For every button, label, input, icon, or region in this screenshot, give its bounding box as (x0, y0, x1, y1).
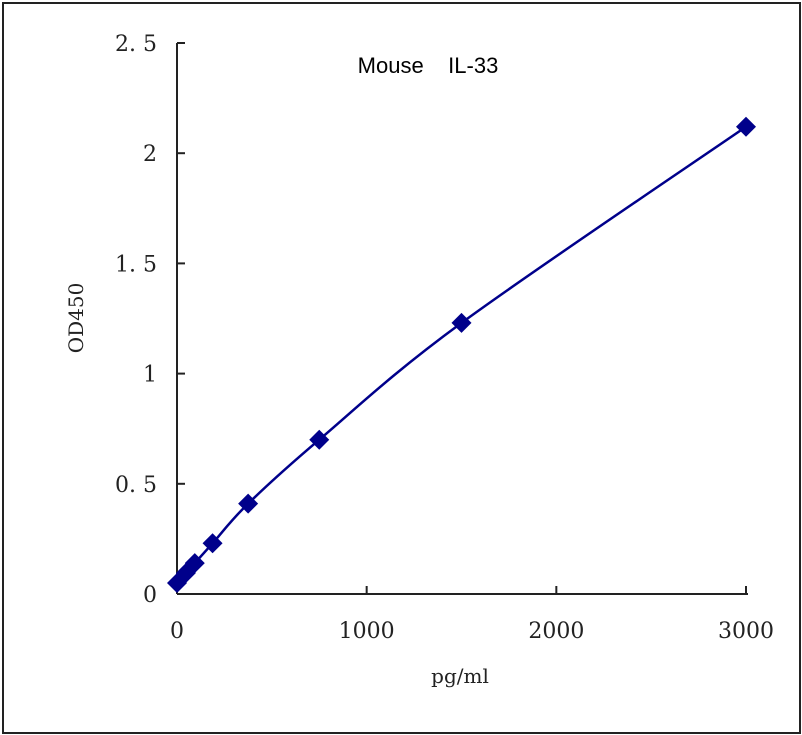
x-tick-label: 1000 (339, 619, 395, 644)
y-tick-label: 2 (143, 142, 157, 167)
y-tick-label: 0 (143, 583, 157, 608)
x-tick-label: 0 (170, 619, 184, 644)
data-point (184, 553, 205, 574)
data-point (309, 429, 330, 450)
x-tick-label: 3000 (718, 619, 774, 644)
y-tick-label: 1 (143, 363, 157, 388)
series-line (176, 125, 747, 584)
data-point (238, 493, 259, 514)
x-axis-label: pg/ml (431, 664, 489, 688)
x-tick-label: 2000 (528, 619, 584, 644)
data-point (451, 312, 472, 333)
y-tick-label: 0. 5 (115, 473, 157, 498)
y-tick-label: 1. 5 (115, 252, 157, 277)
chart-title: Mouse IL-33 (358, 53, 499, 78)
data-point (202, 533, 223, 554)
y-tick-label: 2. 5 (115, 32, 157, 57)
data-point (736, 116, 756, 137)
y-axis-label: OD450 (64, 283, 88, 354)
